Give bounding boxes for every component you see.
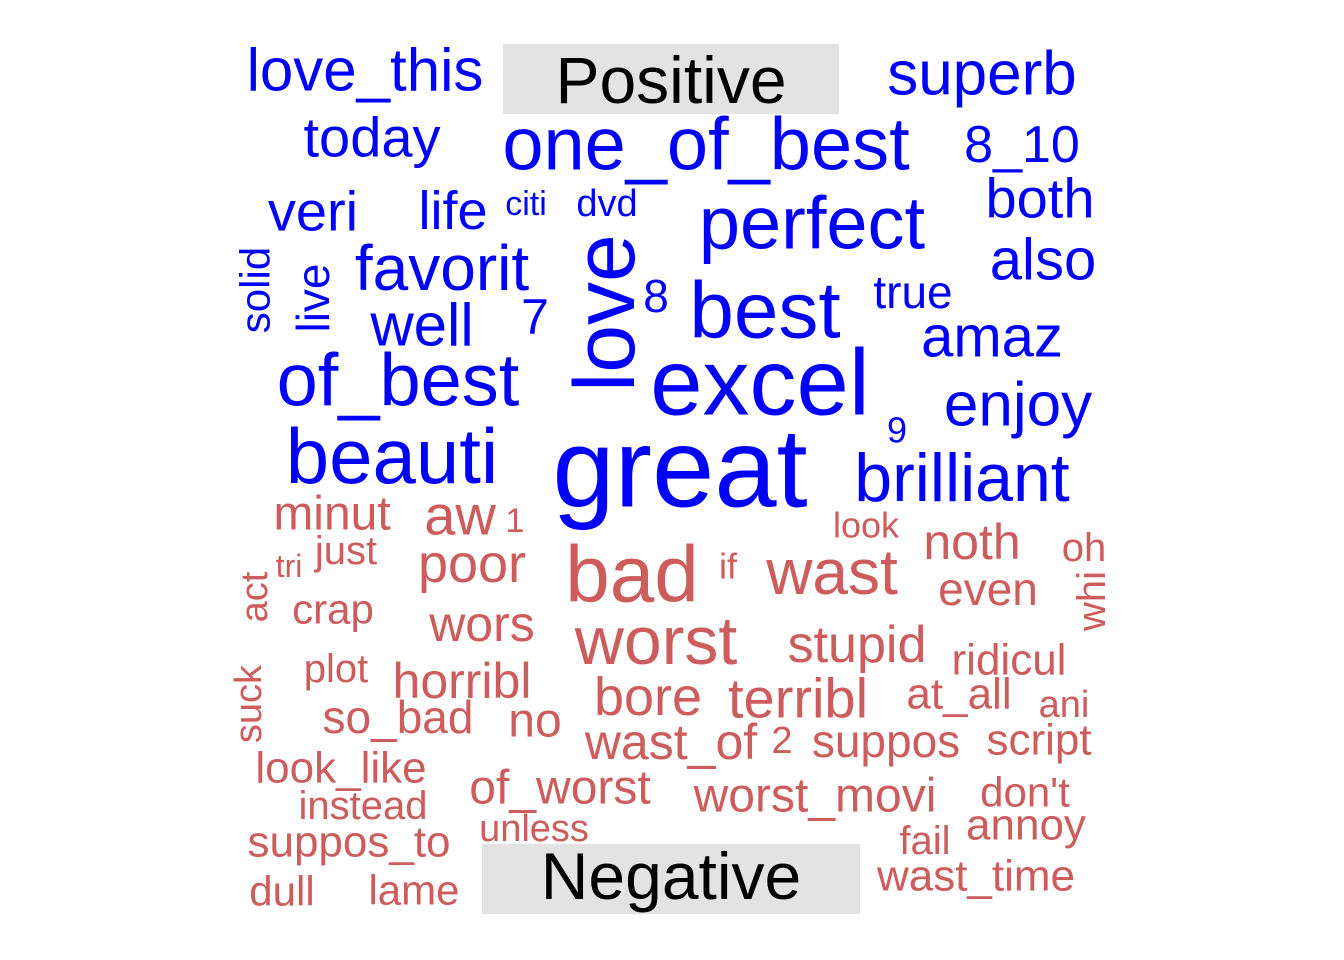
negative-word: bad [565,530,698,619]
positive-word: live [287,263,339,332]
negative-label-group: Negative [482,839,860,914]
negative-word: if [719,546,738,587]
positive-word: excel [650,330,869,435]
positive-word: solid [232,247,279,333]
positive-word: brilliant [854,440,1070,516]
positive-label-box [503,44,839,114]
positive-word: dvd [576,183,637,225]
negative-word: so_bad [323,691,474,743]
negative-word: don't [980,769,1070,816]
positive-word: 8 [643,270,669,322]
negative-word: even [938,563,1038,615]
positive-word: true [873,266,952,318]
negative-label-box [482,844,860,914]
negative-word: wast [765,536,898,608]
positive-word: one_of_best [502,103,910,186]
positive-word: beauti [286,412,499,500]
positive-word: life [418,181,487,241]
negative-word: look [833,505,900,546]
negative-word: wast_time [876,852,1075,901]
negative-word: suck [228,664,270,743]
negative-word: stupid [788,616,927,674]
negative-word: of_worst [469,762,650,815]
negative-word: suppos [812,715,960,767]
negative-word: no [508,695,561,748]
negative-word: wors [428,596,535,652]
positive-word: best [689,266,840,355]
negative-word: just [314,529,377,573]
negative-word: fail [899,819,950,863]
positive-word: love_this [247,37,484,104]
positive-word: both [986,167,1095,230]
positive-word: citi [505,185,547,223]
negative-word: dull [249,868,314,915]
negative-word: minut [273,488,390,541]
positive-word: today [304,106,441,169]
negative-word: aw [424,484,496,547]
positive-word: superb [887,40,1077,109]
positive-word: favorit [355,232,530,304]
negative-word: tri [276,548,303,584]
negative-word: bore [594,667,702,727]
positive-word: 8_10 [964,116,1080,174]
negative-word: worst_movi [693,770,937,823]
negative-word: annoy [966,801,1086,850]
negative-label: Negative [541,839,802,913]
positive-word: love [557,234,653,392]
negative-word: horribl [393,653,532,709]
negative-word: 1 [506,502,525,540]
positive-label: Positive [555,43,786,117]
negative-word: act [234,571,276,622]
positive-word: enjoy [944,371,1092,440]
negative-word: at_all [906,670,1011,719]
negative-word: oh [1062,526,1107,570]
negative-word: worst [574,603,738,679]
negative-word: suppos_to [247,818,450,867]
negative-word: look_like [255,744,426,793]
positive-word: of_best [277,339,520,422]
negative-word: whi [1070,571,1114,632]
negative-word: ridicul [952,636,1067,685]
positive-word: veri [268,180,358,243]
negative-word: unless [479,808,589,850]
negative-word: poor [418,534,526,594]
positive-word: 9 [887,410,907,451]
negative-word: instead [299,784,428,828]
negative-word: ani [1039,684,1090,726]
positive-word: amaz [921,305,1063,370]
positive-word: also [990,228,1096,293]
negative-word: crap [292,586,374,633]
positive-word: 7 [521,289,549,345]
negative-word: noth [923,514,1020,570]
positive-label-group: Positive [503,43,839,117]
negative-word: lame [368,867,459,914]
negative-word: terribl [728,667,868,730]
negative-word: 2 [771,720,792,762]
negative-word: wast_of [584,714,757,770]
positive-word: well [369,292,473,359]
positive-word: perfect [699,182,926,265]
positive-word: great [552,406,807,531]
negative-word: plot [304,647,369,691]
negative-word: script [986,716,1091,765]
